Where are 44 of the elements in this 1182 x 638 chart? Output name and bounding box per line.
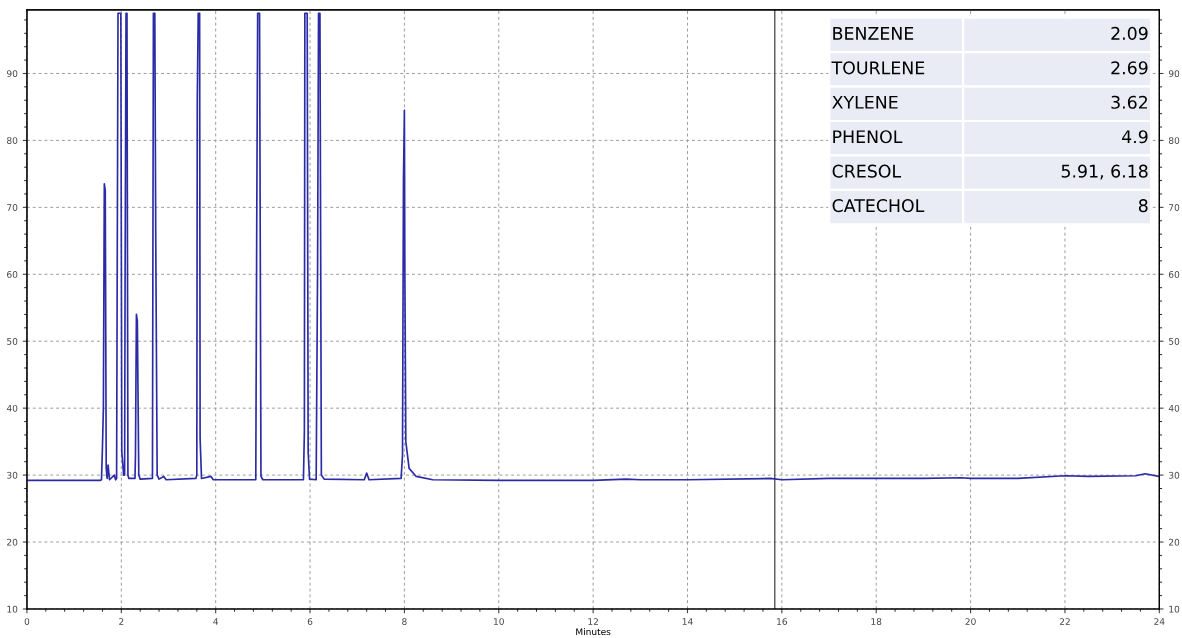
x-tick-label: 6 [307, 618, 313, 625]
y-tick-label: 10 [7, 605, 18, 613]
annotation: 5.91, 6.18 [1061, 164, 1148, 180]
annotation: CRESOL [832, 164, 902, 178]
annotation: 8 [1138, 199, 1148, 213]
annotation: BENZENE [833, 27, 914, 40]
x-tick-label: 16 [777, 618, 788, 625]
x-tick-label: 8 [402, 618, 407, 625]
annotation: 2.09 [1111, 26, 1148, 40]
x-tick-label: 18 [871, 618, 882, 625]
y2-tick-label: 10 [1169, 605, 1180, 613]
annotation: 4.9 [1122, 130, 1148, 144]
x-axis-title: Minutes [576, 628, 611, 636]
x-tick-label: 4 [213, 618, 219, 625]
x-tick-label: 20 [965, 618, 976, 625]
annotation: TOURLENE [831, 61, 925, 75]
y2-tick-label: 40 [1168, 404, 1180, 412]
y2-tick-label: 60 [1168, 271, 1180, 278]
x-tick-label: 2 [119, 618, 124, 625]
annotation: PHENOL [833, 130, 903, 144]
x-tick-label: 22 [1059, 618, 1070, 625]
y2-tick-label: 20 [1168, 538, 1180, 546]
y-tick-label: 40 [6, 404, 18, 412]
y-tick-label: 30 [7, 471, 18, 479]
x-tick-label: 12 [588, 618, 598, 625]
y2-tick-label: 30 [1169, 471, 1180, 479]
y-tick-label: 50 [7, 337, 18, 345]
y2-tick-label: 80 [1168, 137, 1180, 144]
y-tick-label: 20 [7, 538, 18, 546]
x-tick-label: 24 [1154, 618, 1165, 625]
y-tick-label: 80 [7, 137, 18, 144]
annotation: 3.62 [1111, 95, 1148, 109]
y-tick-label: 60 [7, 271, 18, 278]
y2-tick-label: 90 [1168, 70, 1180, 78]
x-tick-label: 0 [24, 618, 30, 625]
annotation: XYLENE [832, 95, 898, 109]
y-tick-label: 70 [7, 204, 18, 211]
y2-tick-label: 70 [1169, 204, 1180, 211]
x-tick-label: 10 [494, 618, 504, 625]
y-tick-label: 90 [7, 70, 18, 78]
x-tick-label: 14 [682, 618, 693, 625]
y2-tick-label: 50 [1169, 337, 1180, 345]
annotation: CATECHOL [832, 199, 925, 213]
annotation: 2.69 [1111, 61, 1148, 75]
